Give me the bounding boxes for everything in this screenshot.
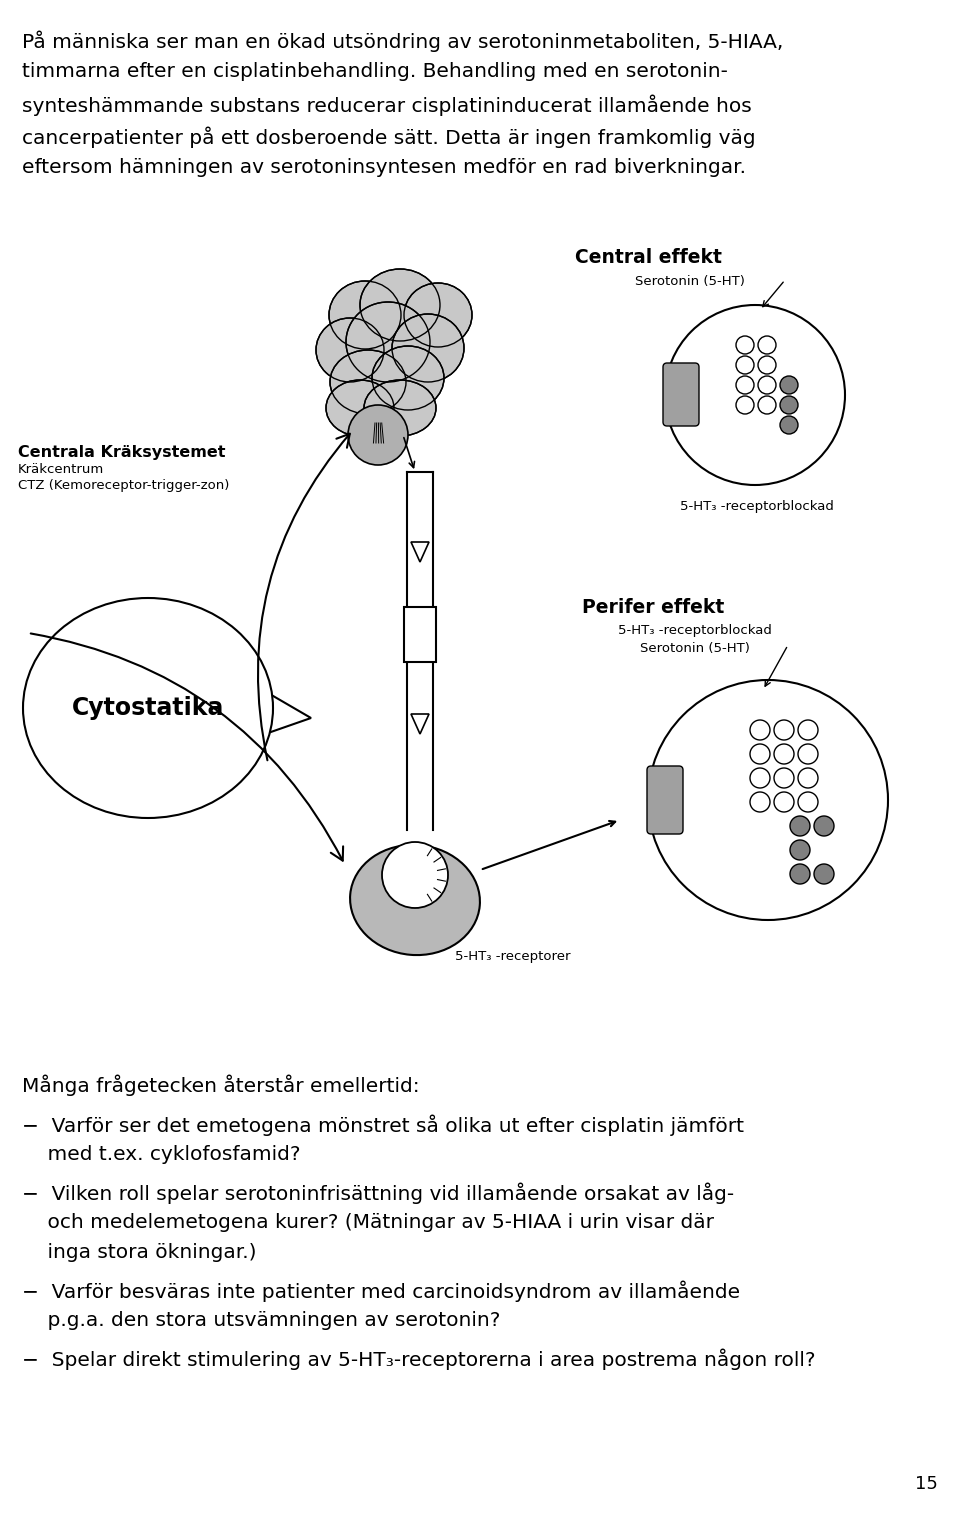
FancyBboxPatch shape: [647, 766, 683, 834]
Circle shape: [798, 769, 818, 788]
Ellipse shape: [329, 281, 401, 350]
Circle shape: [780, 396, 798, 415]
Polygon shape: [268, 693, 311, 732]
Text: timmarna efter en cisplatinbehandling. Behandling med en serotonin-: timmarna efter en cisplatinbehandling. B…: [22, 62, 728, 82]
Circle shape: [798, 744, 818, 764]
Circle shape: [774, 791, 794, 812]
Circle shape: [790, 840, 810, 859]
Circle shape: [814, 864, 834, 884]
Text: Serotonin (5-HT): Serotonin (5-HT): [635, 275, 745, 287]
Text: Kräkcentrum: Kräkcentrum: [18, 463, 105, 477]
FancyBboxPatch shape: [663, 363, 699, 427]
Text: med t.ex. cyklofosfamid?: med t.ex. cyklofosfamid?: [22, 1145, 300, 1163]
Circle shape: [736, 356, 754, 374]
Circle shape: [774, 744, 794, 764]
Text: cancerpatienter på ett dosberoende sätt. Detta är ingen framkomlig väg: cancerpatienter på ett dosberoende sätt.…: [22, 126, 756, 147]
Text: −  Varför besväras inte patienter med carcinoidsyndrom av illamående: − Varför besväras inte patienter med car…: [22, 1282, 740, 1303]
Text: −  Spelar direkt stimulering av 5-HT₃-receptorerna i area postrema någon roll?: − Spelar direkt stimulering av 5-HT₃-rec…: [22, 1350, 815, 1371]
Circle shape: [736, 377, 754, 393]
Circle shape: [774, 720, 794, 740]
Text: 5-HT₃ -receptorblockad: 5-HT₃ -receptorblockad: [680, 499, 834, 513]
Circle shape: [774, 769, 794, 788]
Circle shape: [736, 336, 754, 354]
Circle shape: [780, 377, 798, 393]
Circle shape: [758, 356, 776, 374]
Ellipse shape: [330, 350, 406, 415]
Ellipse shape: [360, 269, 440, 340]
Circle shape: [780, 416, 798, 434]
Circle shape: [750, 720, 770, 740]
Text: −  Vilken roll spelar serotoninfrisättning vid illamående orsakat av låg-: − Vilken roll spelar serotoninfrisättnin…: [22, 1183, 734, 1204]
Ellipse shape: [316, 318, 384, 381]
Text: 5-HT₃ -receptorer: 5-HT₃ -receptorer: [455, 950, 570, 962]
Ellipse shape: [372, 346, 444, 410]
Circle shape: [348, 405, 408, 464]
Circle shape: [790, 816, 810, 837]
Circle shape: [750, 791, 770, 812]
Text: −  Varför ser det emetogena mönstret så olika ut efter cisplatin jämfört: − Varför ser det emetogena mönstret så o…: [22, 1115, 744, 1136]
Circle shape: [758, 336, 776, 354]
Ellipse shape: [346, 303, 430, 381]
Circle shape: [798, 720, 818, 740]
Circle shape: [382, 843, 448, 908]
Text: CTZ (Kemoreceptor-trigger-zon): CTZ (Kemoreceptor-trigger-zon): [18, 480, 229, 492]
Circle shape: [750, 769, 770, 788]
FancyArrowPatch shape: [258, 434, 349, 761]
Polygon shape: [411, 714, 429, 734]
Text: p.g.a. den stora utsvämningen av serotonin?: p.g.a. den stora utsvämningen av seroton…: [22, 1310, 500, 1330]
Circle shape: [750, 744, 770, 764]
Circle shape: [736, 396, 754, 415]
Bar: [404, 607, 436, 663]
Circle shape: [758, 396, 776, 415]
Text: eftersom hämningen av serotoninsyntesen medför en rad biverkningar.: eftersom hämningen av serotoninsyntesen …: [22, 157, 746, 177]
Ellipse shape: [326, 380, 394, 436]
Ellipse shape: [350, 844, 480, 955]
Ellipse shape: [23, 598, 273, 819]
Text: Central effekt: Central effekt: [575, 248, 722, 266]
Text: Många frågetecken återstår emellertid:: Många frågetecken återstår emellertid:: [22, 1076, 420, 1097]
Ellipse shape: [392, 315, 464, 381]
Text: synteshämmande substans reducerar cisplatininducerat illamående hos: synteshämmande substans reducerar cispla…: [22, 94, 752, 115]
Text: 5-HT₃ -receptorblockad: 5-HT₃ -receptorblockad: [618, 623, 772, 637]
Text: Centrala Kräksystemet: Centrala Kräksystemet: [18, 445, 226, 460]
Text: På människa ser man en ökad utsöndring av serotoninmetaboliten, 5-HIAA,: På människa ser man en ökad utsöndring a…: [22, 30, 783, 51]
Text: Cytostatika: Cytostatika: [72, 696, 225, 720]
Circle shape: [758, 377, 776, 393]
FancyArrowPatch shape: [31, 634, 343, 861]
Polygon shape: [411, 542, 429, 561]
Ellipse shape: [404, 283, 472, 346]
Text: Perifer effekt: Perifer effekt: [582, 598, 724, 617]
Circle shape: [814, 816, 834, 837]
Text: 15: 15: [915, 1475, 938, 1493]
Text: inga stora ökningar.): inga stora ökningar.): [22, 1244, 256, 1262]
Text: Serotonin (5-HT): Serotonin (5-HT): [640, 642, 750, 655]
Circle shape: [798, 791, 818, 812]
Ellipse shape: [364, 380, 436, 436]
Circle shape: [790, 864, 810, 884]
Text: och medelemetogena kurer? (Mätningar av 5-HIAA i urin visar där: och medelemetogena kurer? (Mätningar av …: [22, 1213, 714, 1232]
